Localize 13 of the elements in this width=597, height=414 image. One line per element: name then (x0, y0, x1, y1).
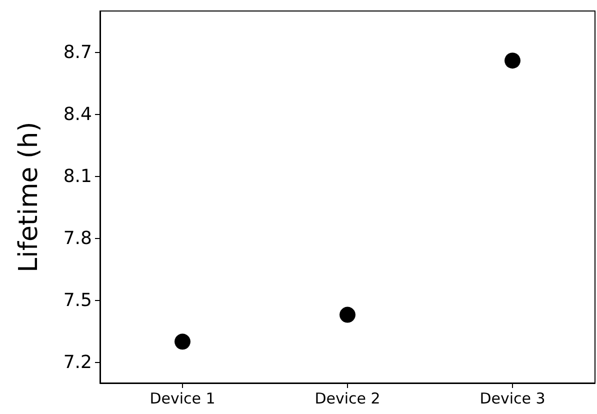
y-tick-label: 7.2 (63, 352, 92, 373)
x-tick-label: Device 3 (480, 390, 546, 408)
y-axis-title: Lifetime (h) (14, 122, 44, 272)
y-tick-label: 7.8 (63, 228, 92, 249)
x-tick-label: Device 2 (314, 390, 380, 408)
y-tick-label: 7.5 (63, 290, 92, 311)
y-tick-label: 8.4 (63, 104, 92, 125)
point (174, 334, 190, 350)
point (340, 306, 356, 323)
y-tick-label: 8.7 (63, 42, 92, 63)
point (504, 52, 520, 69)
y-tick-label: 8.1 (63, 166, 92, 187)
x-tick-label: Device 1 (150, 390, 216, 408)
